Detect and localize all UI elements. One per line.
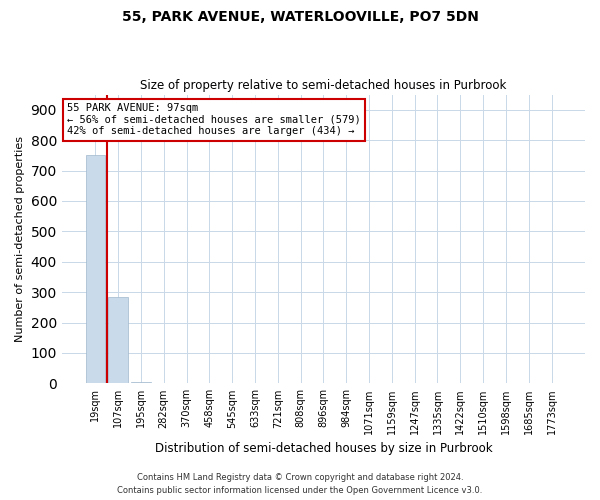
X-axis label: Distribution of semi-detached houses by size in Purbrook: Distribution of semi-detached houses by …: [155, 442, 492, 455]
Bar: [131, 382, 151, 384]
Text: Contains HM Land Registry data © Crown copyright and database right 2024.
Contai: Contains HM Land Registry data © Crown c…: [118, 474, 482, 495]
Text: 55, PARK AVENUE, WATERLOOVILLE, PO7 5DN: 55, PARK AVENUE, WATERLOOVILLE, PO7 5DN: [122, 10, 478, 24]
Text: 55 PARK AVENUE: 97sqm
← 56% of semi-detached houses are smaller (579)
42% of sem: 55 PARK AVENUE: 97sqm ← 56% of semi-deta…: [67, 103, 361, 136]
Title: Size of property relative to semi-detached houses in Purbrook: Size of property relative to semi-detach…: [140, 79, 506, 92]
Bar: [86, 156, 105, 384]
Y-axis label: Number of semi-detached properties: Number of semi-detached properties: [15, 136, 25, 342]
Bar: [109, 296, 128, 384]
